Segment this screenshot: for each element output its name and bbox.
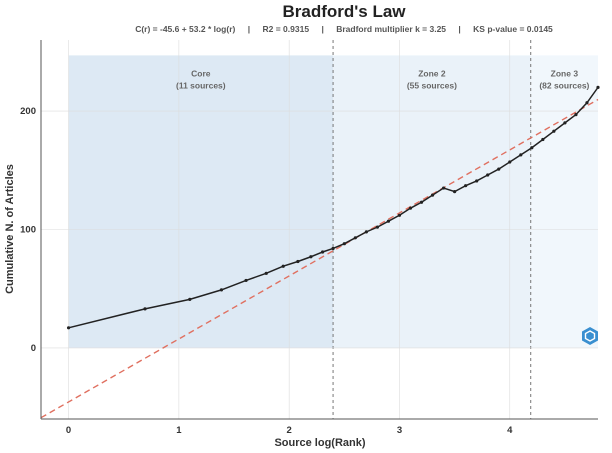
- data-point: [441, 186, 446, 190]
- y-tick-label-0: 0: [31, 343, 36, 354]
- zone-sources-1: (11 sources): [176, 80, 226, 90]
- data-point: [596, 85, 600, 89]
- data-point: [386, 219, 391, 223]
- zone-region-1: [68, 55, 334, 348]
- y-axis-label: Cumulative N. of Articles: [4, 164, 16, 294]
- data-point: [585, 101, 589, 105]
- zone-region-2: [333, 55, 531, 348]
- x-tick-label-2: 2: [287, 425, 292, 436]
- data-point: [244, 278, 248, 283]
- data-point: [309, 255, 313, 259]
- data-point: [397, 213, 402, 217]
- data-point: [419, 200, 424, 204]
- data-point: [353, 236, 357, 240]
- data-point: [574, 113, 578, 117]
- data-point: [408, 206, 413, 210]
- x-tick-label-0: 0: [66, 425, 71, 436]
- axes-layer: 0 1 2 3 4 0 100 200: [20, 40, 598, 436]
- data-point: [453, 190, 457, 194]
- data-point: [563, 121, 567, 125]
- subtitle-formula: C(r) = -45.6 + 53.2 * log(r): [135, 24, 235, 34]
- data-point: [281, 264, 285, 268]
- subtitle-multiplier: Bradford multiplier k = 3.25: [336, 24, 446, 34]
- data-point: [188, 297, 192, 301]
- data-point: [552, 129, 556, 133]
- data-point: [219, 288, 224, 292]
- x-tick-label-3: 3: [397, 425, 402, 436]
- data-point: [430, 193, 435, 197]
- x-tick-label-1: 1: [176, 425, 182, 436]
- y-tick-label-1: 100: [20, 225, 36, 236]
- series-layer: [66, 85, 600, 330]
- zone-name-2: Zone 2: [418, 68, 446, 78]
- data-point: [364, 230, 368, 234]
- subtitle-r2: R2 = 0.9315: [263, 24, 310, 34]
- zone-region-3: [530, 55, 598, 348]
- data-point: [342, 242, 346, 246]
- subtitle-separator-2: |: [321, 24, 323, 34]
- data-point: [475, 179, 479, 183]
- data-point: [508, 160, 512, 164]
- zone-name-3: Zone 3: [551, 68, 579, 78]
- data-point: [464, 184, 468, 188]
- data-point: [375, 225, 380, 229]
- zone-sources-3: (82 sources): [539, 80, 589, 90]
- x-tick-label-4: 4: [507, 425, 513, 436]
- data-point: [320, 250, 325, 254]
- data-point: [143, 307, 147, 311]
- data-point: [264, 271, 268, 275]
- zone-name-1: Core: [191, 68, 211, 78]
- subtitle-separator-3: |: [458, 24, 460, 34]
- chart-subtitle: C(r) = -45.6 + 53.2 * log(r) | R2 = 0.93…: [135, 24, 553, 34]
- data-point: [530, 146, 534, 150]
- chart-title: Bradford's Law: [282, 2, 406, 21]
- zone-sources-2: (55 sources): [407, 80, 457, 90]
- subtitle-separator-1: |: [248, 24, 250, 34]
- x-axis-label: Source log(Rank): [274, 437, 365, 449]
- bibliometrix-logo-icon: [582, 327, 598, 345]
- data-point: [296, 259, 300, 264]
- fit-line: [40, 98, 599, 419]
- data-point: [497, 167, 501, 171]
- data-point: [331, 246, 335, 251]
- data-point: [486, 173, 490, 177]
- grid-layer: [41, 40, 598, 419]
- subtitle-ks: KS p-value = 0.0145: [473, 24, 553, 34]
- data-point: [66, 326, 71, 330]
- data-point: [541, 137, 545, 142]
- data-point: [519, 153, 523, 157]
- fit-line-layer: [40, 98, 599, 419]
- y-tick-label-2: 200: [20, 106, 36, 117]
